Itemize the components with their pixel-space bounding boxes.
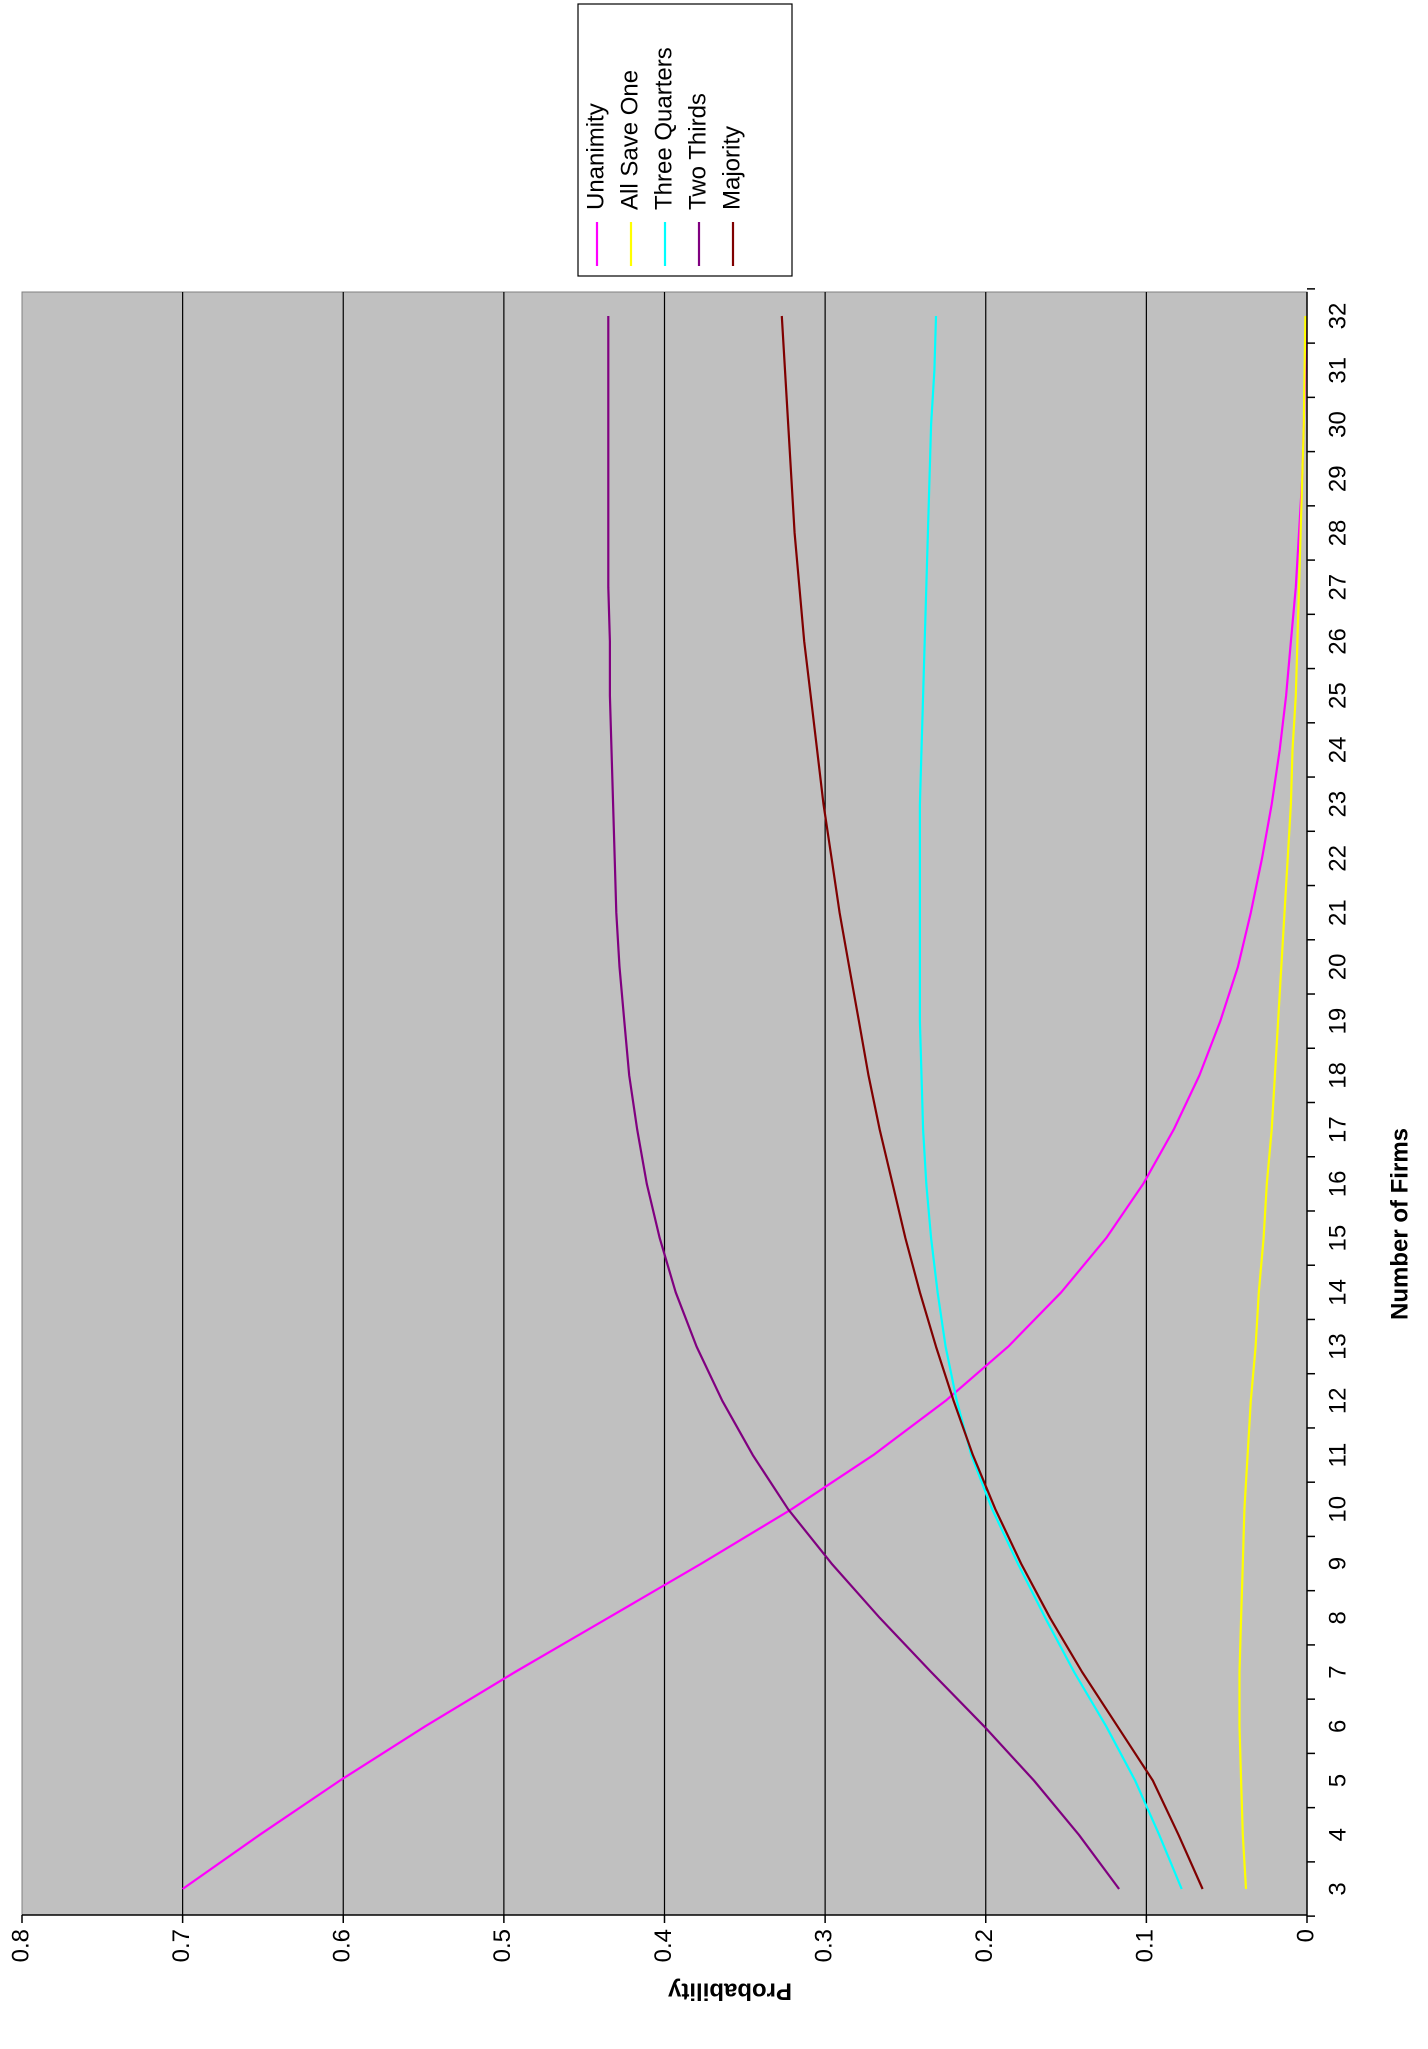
x-tick-label: 26 (1324, 628, 1351, 655)
series-line-unanimity (181, 315, 1308, 1890)
y-tick-label: 0.8 (7, 1929, 34, 1962)
y-tick-label: 0.3 (810, 1929, 837, 1962)
x-tick-label: 23 (1324, 791, 1351, 818)
y-tick-label: 0.4 (650, 1929, 677, 1962)
legend-label: Majority (718, 126, 745, 210)
x-tick-label: 9 (1324, 1557, 1351, 1570)
y-tick-label: 0.2 (971, 1929, 998, 1962)
y-tick-label: 0.6 (329, 1929, 356, 1962)
x-tick-label: 31 (1324, 357, 1351, 384)
series-line-majority (780, 315, 1204, 1890)
x-tick-label: 27 (1324, 574, 1351, 601)
series-lines (181, 315, 1308, 1890)
x-axis: 3 4 5 6 7 8 9 10 11 12 13 14 15 16 17 18 19 20 21 22 23 24 25 2… (1306, 288, 1351, 1917)
x-tick-label: 18 (1324, 1062, 1351, 1089)
x-tick-label: 12 (1324, 1387, 1351, 1414)
series-line-three-quarters (918, 315, 1183, 1890)
x-tick-label: 22 (1324, 845, 1351, 872)
x-tick-label: 32 (1324, 303, 1351, 330)
legend: Unanimity All Save One Three Quarters Two T… (577, 3, 793, 277)
y-tick-label: 0.7 (168, 1929, 195, 1962)
x-tick-label: 16 (1324, 1171, 1351, 1198)
series-line-two-thirds (607, 316, 1120, 1890)
x-tick-label: 28 (1324, 520, 1351, 547)
x-tick-label: 29 (1324, 465, 1351, 492)
y-tick-label: 0.1 (1132, 1929, 1159, 1962)
legend-label: Two Thirds (684, 93, 711, 210)
x-tick-label: 17 (1324, 1116, 1351, 1143)
x-tick-label: 15 (1324, 1225, 1351, 1252)
x-tick-label: 3 (1324, 1882, 1351, 1895)
legend-label: All Save One (616, 70, 643, 210)
legend-label: Unanimity (582, 103, 609, 210)
y-axis: 0 0.1 0.2 0.3 0.4 0.5 0.6 0.7 0.8 (7, 1914, 1319, 1962)
gridlines (182, 292, 1147, 1915)
series-line-all-save-one (1238, 315, 1307, 1890)
x-tick-label: 4 (1324, 1828, 1351, 1841)
x-tick-label: 21 (1324, 899, 1351, 926)
y-tick-label: 0.5 (489, 1929, 516, 1962)
y-axis-title: Probability (667, 1978, 792, 2005)
y-tick-label: 0 (1292, 1929, 1319, 1942)
x-tick-label: 30 (1324, 411, 1351, 438)
x-tick-label: 11 (1324, 1443, 1351, 1468)
x-tick-label: 8 (1324, 1611, 1351, 1624)
x-tick-label: 6 (1324, 1720, 1351, 1733)
legend-box (577, 3, 793, 277)
x-tick-label: 25 (1324, 682, 1351, 709)
legend-label: Three Quarters (650, 47, 677, 210)
x-tick-label: 5 (1324, 1774, 1351, 1787)
x-tick-label: 7 (1324, 1665, 1351, 1678)
x-tick-label: 14 (1324, 1279, 1351, 1306)
x-tick-label: 10 (1324, 1496, 1351, 1523)
x-axis-title: Number of Firms (1386, 1128, 1413, 1320)
x-tick-label: 13 (1324, 1333, 1351, 1360)
x-tick-label: 24 (1324, 737, 1351, 764)
x-tick-label: 20 (1324, 954, 1351, 981)
x-tick-label: 19 (1324, 1008, 1351, 1035)
